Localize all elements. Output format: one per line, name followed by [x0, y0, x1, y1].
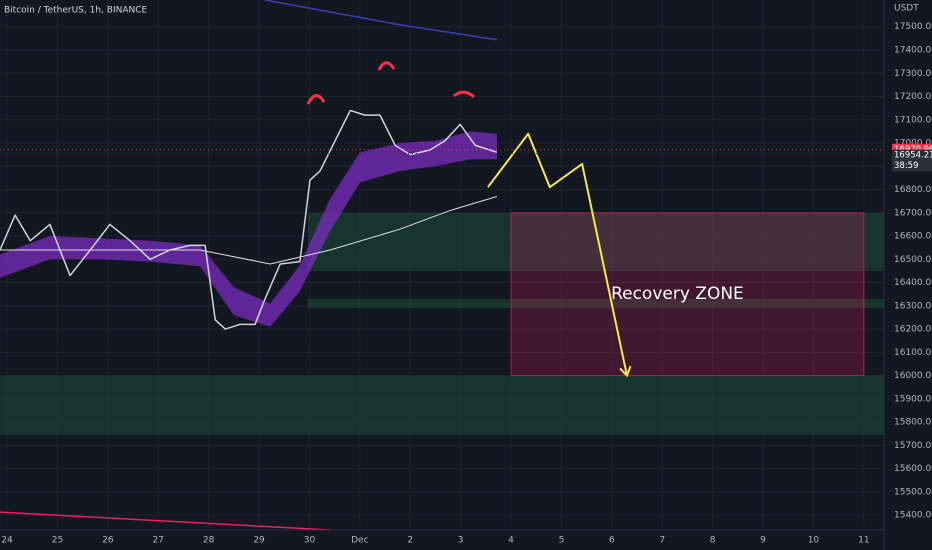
- x-tick-label: 8: [710, 536, 716, 546]
- y-tick-label: 16300.00: [894, 301, 932, 311]
- line: [0, 109, 498, 330]
- currency-label: USDT: [894, 4, 919, 14]
- x-tick-label: 7: [659, 536, 665, 546]
- y-tick-label: 17400.00: [894, 46, 932, 56]
- zone: [0, 375, 884, 416]
- x-tick-label: 26: [102, 536, 114, 546]
- y-tick-label: 15700.00: [894, 441, 932, 451]
- line: [0, 511, 331, 531]
- chart-title: Bitcoin / TetherUS, 1h, BINANCE: [4, 6, 148, 16]
- x-tick-label: 28: [203, 536, 215, 546]
- x-tick-label: 27: [153, 536, 164, 546]
- y-tick-label: 16400.00: [894, 278, 932, 288]
- zone: [307, 298, 884, 309]
- y-tick-label: 17300.00: [894, 69, 932, 79]
- band: [0, 131, 497, 327]
- plot: [0, 0, 884, 531]
- arrow-head: [619, 365, 632, 378]
- x-tick-label: Dec: [351, 536, 368, 546]
- x-tick-label: 3: [458, 536, 464, 546]
- x-tick-label: 11: [858, 536, 869, 546]
- y-tick-label: 16600.00: [894, 232, 932, 242]
- y-tick-label: 15500.00: [894, 487, 932, 497]
- y-tick-label: 16800.00: [894, 185, 932, 195]
- x-tick-label: 6: [609, 536, 615, 546]
- y-tick-label: 16500.00: [894, 255, 932, 265]
- y-tick-label: 16000.00: [894, 371, 932, 381]
- y-tick-label: 16700.00: [894, 208, 932, 218]
- x-tick-label: 25: [52, 536, 63, 546]
- y-tick-label: 15800.00: [894, 418, 932, 428]
- x-tick-label: 29: [253, 536, 265, 546]
- y-tick-label: 15900.00: [894, 394, 932, 404]
- zone: [307, 212, 884, 271]
- y-tick-label: 17500.00: [894, 22, 932, 32]
- x-tick-label: 9: [760, 536, 766, 546]
- x-tick-label: 30: [304, 536, 316, 546]
- y-tick-label: 17100.00: [894, 115, 932, 125]
- y-tick-label: 16200.00: [894, 325, 932, 335]
- price-tag-label: 16954.21: [894, 151, 932, 161]
- x-tick-label: 4: [508, 536, 514, 546]
- x-tick-label: 10: [808, 536, 820, 546]
- axes: 15400.00 15500.00 15600.00 15700.00 15800.00…: [1, 22, 932, 546]
- zones: Recovery ZONE: [0, 212, 884, 435]
- y-tick-label: 15600.00: [894, 464, 932, 474]
- line: [264, 0, 498, 41]
- zone-label: Recovery ZONE: [611, 284, 744, 304]
- line: [0, 196, 498, 265]
- price-tag: [892, 149, 932, 172]
- zone: [510, 212, 865, 377]
- zone: [0, 415, 884, 435]
- countdown: 38:59: [894, 161, 919, 171]
- line: [487, 132, 628, 376]
- y-tick-label: 15400.00: [894, 511, 932, 521]
- top-marker: [453, 90, 476, 99]
- y-tick-label: 17000.00: [894, 139, 932, 149]
- top-marker: [306, 94, 326, 105]
- top-marker: [377, 61, 396, 71]
- x-tick-label: 24: [1, 536, 13, 546]
- y-tick-label: 16100.00: [894, 348, 932, 358]
- x-tick-label: 2: [407, 536, 413, 546]
- x-tick-label: 5: [559, 536, 565, 546]
- y-tick-label: 17200.00: [894, 92, 932, 102]
